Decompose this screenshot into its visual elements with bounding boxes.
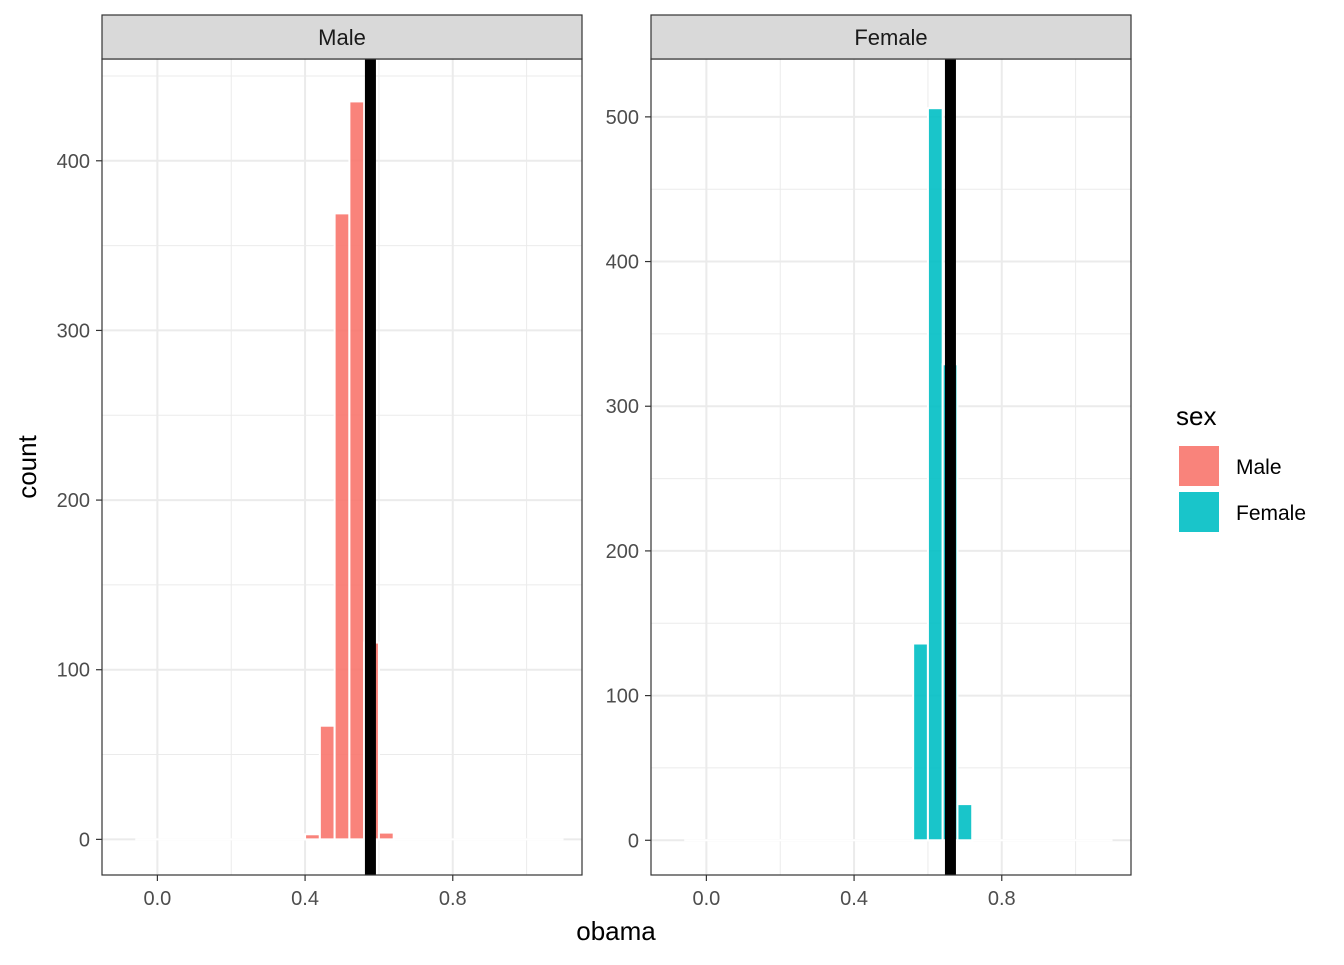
legend-key-swatch bbox=[1179, 492, 1219, 532]
histogram-bar bbox=[304, 833, 321, 841]
y-tick-label: 300 bbox=[57, 320, 90, 342]
y-tick-label: 400 bbox=[606, 252, 639, 274]
y-tick-label: 100 bbox=[57, 660, 90, 682]
legend-key-swatch bbox=[1179, 446, 1219, 486]
legend-item-label: Male bbox=[1236, 456, 1282, 479]
panel-background bbox=[651, 59, 1131, 875]
x-tick-label: 0.8 bbox=[439, 888, 467, 910]
histogram-bar bbox=[318, 724, 336, 841]
y-tick-label: 200 bbox=[57, 490, 90, 512]
histogram-bar bbox=[926, 107, 944, 842]
x-tick-label: 0.0 bbox=[143, 888, 171, 910]
y-tick-label: 100 bbox=[606, 686, 639, 708]
y-tick-label: 0 bbox=[628, 830, 639, 852]
x-tick-label: 0.4 bbox=[291, 888, 319, 910]
x-tick-label: 0.4 bbox=[840, 888, 868, 910]
facet-strip-label: Male bbox=[318, 25, 366, 50]
x-tick-label: 0.8 bbox=[988, 888, 1016, 910]
histogram-bar bbox=[956, 803, 974, 842]
legend: sex Male Female bbox=[1176, 401, 1306, 532]
histogram-bar bbox=[912, 642, 929, 842]
y-tick-label: 500 bbox=[606, 107, 639, 129]
histogram-bar bbox=[348, 100, 366, 841]
facet-strip bbox=[650, 14, 1132, 60]
x-tick-label: 0.0 bbox=[692, 888, 720, 910]
legend-title: sex bbox=[1176, 401, 1216, 431]
x-axis-title: obama bbox=[576, 916, 656, 946]
y-tick-label: 400 bbox=[57, 151, 90, 173]
y-tick-label: 300 bbox=[606, 396, 639, 418]
histogram-bar bbox=[333, 212, 351, 841]
legend-item-label: Female bbox=[1236, 502, 1306, 525]
facet-panel-female: Female 0 100 200 300 400 500 0.0 0.4 0.8 bbox=[606, 14, 1132, 910]
histogram-bar bbox=[377, 831, 395, 841]
y-tick-label: 0 bbox=[79, 829, 90, 851]
y-axis-title: count bbox=[12, 434, 42, 498]
y-tick-label: 200 bbox=[606, 541, 639, 563]
facet-strip-label: Female bbox=[854, 25, 927, 50]
facet-strip bbox=[101, 14, 583, 60]
facet-panel-male: Male 0 100 200 300 400 0.0 0.4 0.8 bbox=[57, 14, 583, 910]
